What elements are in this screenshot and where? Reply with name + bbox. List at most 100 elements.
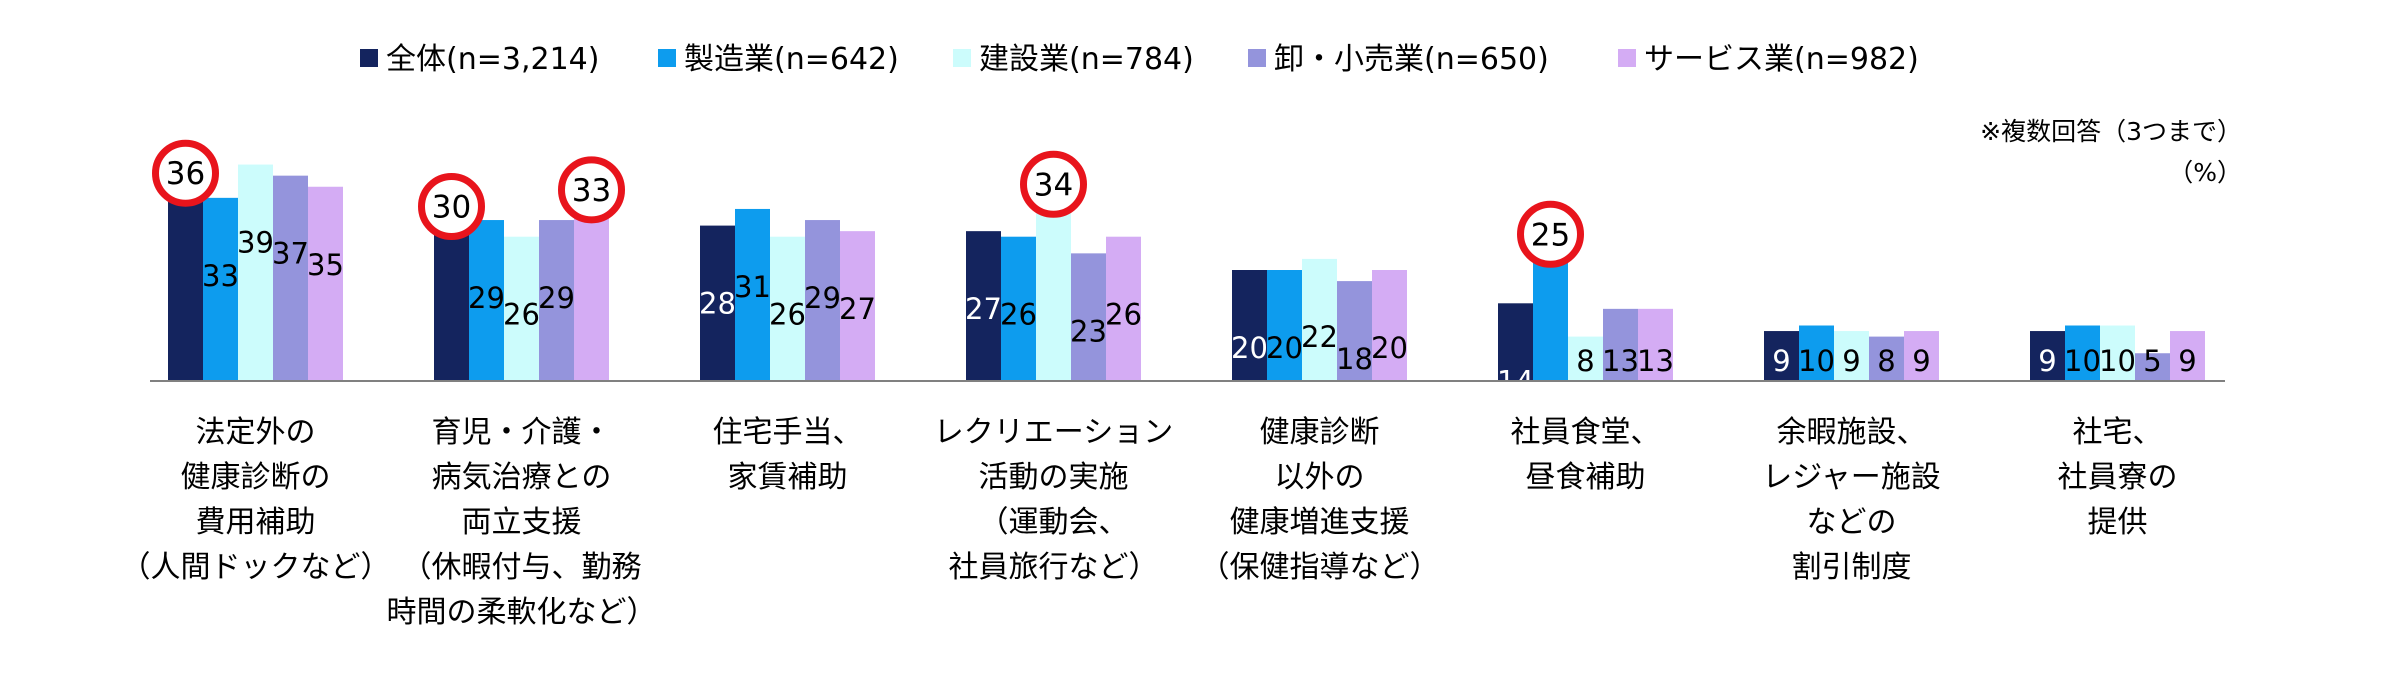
highlight-value: 36	[166, 156, 205, 192]
legend-label: 製造業(n=642)	[684, 42, 899, 77]
category-label: 費用補助	[196, 505, 316, 540]
legend-swatch	[360, 49, 378, 67]
legend-label: 卸・小売業(n=650)	[1274, 42, 1549, 77]
bar	[1036, 192, 1071, 381]
bar	[2065, 325, 2100, 381]
legend-swatch	[658, 49, 676, 67]
bar	[1603, 308, 1638, 381]
category-label: 社宅、	[2073, 415, 2163, 450]
category-label: （運動会、	[979, 505, 1129, 540]
bar-value-label: 33	[202, 259, 239, 293]
bar	[840, 231, 875, 381]
category-label: 余暇施設、	[1777, 415, 1927, 450]
bar-value-label: 20	[1266, 331, 1303, 365]
category-label: などの	[1807, 505, 1897, 540]
bar-value-label: 10	[1798, 344, 1835, 378]
category-label: （保健指導など）	[1200, 550, 1440, 585]
bar-value-label: 5	[2143, 344, 2161, 378]
bar-value-label: 26	[1105, 298, 1142, 332]
bar	[308, 186, 343, 381]
bar	[1267, 270, 1302, 381]
bar	[1869, 336, 1904, 381]
category-label: 法定外の	[196, 415, 316, 450]
legend-swatch	[1618, 49, 1636, 67]
category-label: 社員食堂、	[1511, 415, 1661, 450]
note-label: ※複数回答（3つまで）	[1980, 117, 2242, 146]
category-label: （人間ドックなど）	[121, 550, 391, 585]
bar-value-label: 22	[1301, 320, 1338, 354]
legend-label: 建設業(n=784)	[979, 42, 1194, 77]
category-label: （休暇付与、勤務	[402, 550, 642, 585]
bar	[469, 220, 504, 381]
bar	[539, 220, 574, 381]
bar	[168, 181, 203, 381]
bar	[1638, 308, 1673, 381]
unit-label: （%）	[2168, 158, 2242, 187]
bar-value-label: 9	[1912, 344, 1930, 378]
category-label: 社員旅行など）	[949, 550, 1159, 585]
category-label: 住宅手当、	[713, 415, 863, 450]
bar	[273, 175, 308, 381]
category-label: 時間の柔軟化など）	[387, 595, 657, 630]
bar	[1799, 325, 1834, 381]
bar-value-label: 18	[1336, 342, 1373, 376]
bar-value-label: 10	[2099, 344, 2136, 378]
legend-swatch	[953, 49, 971, 67]
bar-value-label: 37	[272, 237, 309, 271]
bar	[1568, 336, 1603, 381]
bar-value-label: 35	[307, 248, 344, 282]
bar-value-label: 29	[468, 281, 505, 315]
bar-value-label: 20	[1231, 331, 1268, 365]
bar	[2100, 325, 2135, 381]
category-label: 割引制度	[1792, 550, 1912, 585]
bar-value-label: 29	[538, 281, 575, 315]
bar-value-label: 8	[1576, 344, 1594, 378]
category-label: レクリエーション	[934, 415, 1173, 450]
category-label: 家賃補助	[728, 460, 848, 495]
bar-value-label: 13	[1637, 344, 1674, 378]
bar-value-label: 9	[1772, 344, 1790, 378]
bar-value-label: 23	[1070, 314, 1107, 348]
highlight-circle	[1020, 150, 1087, 218]
highlight-circle	[558, 156, 625, 224]
bar	[1071, 253, 1106, 381]
category-label: 両立支援	[462, 505, 582, 540]
highlight-value: 25	[1531, 217, 1570, 253]
highlight-value: 33	[572, 173, 611, 209]
bar	[1106, 236, 1141, 381]
bar	[1834, 331, 1869, 381]
highlight-value: 34	[1034, 167, 1073, 203]
bar-value-label: 28	[699, 287, 736, 321]
legend: 全体(n=3,214) 製造業(n=642) 建設業(n=784) 卸・小売業(n=6…	[360, 42, 1919, 77]
bar	[203, 197, 238, 381]
bar	[1372, 270, 1407, 381]
bar	[2170, 331, 2205, 381]
category-label: 健康増進支援	[1230, 505, 1410, 540]
highlight-circle	[1517, 200, 1584, 268]
bar	[966, 231, 1001, 381]
highlight-circle	[418, 173, 485, 240]
category-label: レジャー施設	[1762, 460, 1941, 495]
category-label: 健康診断	[1260, 415, 1380, 450]
bar	[1337, 281, 1372, 381]
bar-value-label: 27	[839, 292, 876, 326]
bar	[1764, 331, 1799, 381]
category-label: 活動の実施	[979, 460, 1129, 495]
category-label: 以外の	[1275, 460, 1365, 495]
bar-value-label: 26	[769, 298, 806, 332]
bar-value-label: 20	[1371, 331, 1408, 365]
bar	[1302, 258, 1337, 381]
category-label: 病気治療との	[432, 460, 612, 495]
bar	[238, 164, 273, 381]
category-label: 提供	[2088, 505, 2148, 540]
category-label: 健康診断の	[181, 460, 331, 495]
bar	[504, 236, 539, 381]
bar	[574, 197, 609, 381]
bar	[2030, 331, 2065, 381]
bar-value-label: 13	[1602, 344, 1639, 378]
bar	[700, 225, 735, 381]
bar	[805, 220, 840, 381]
legend-label: サービス業(n=982)	[1644, 42, 1919, 77]
bar	[735, 208, 770, 381]
